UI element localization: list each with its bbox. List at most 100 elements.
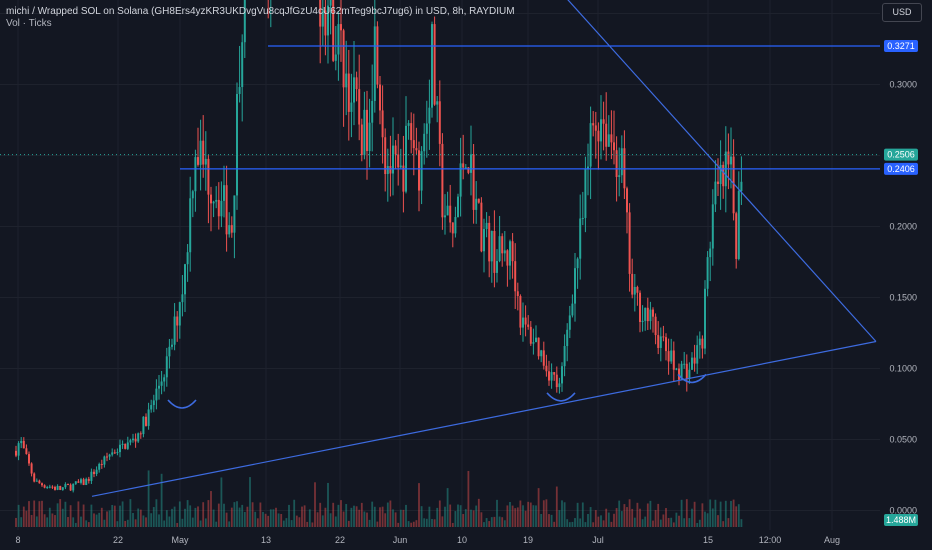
candle-body	[243, 0, 246, 43]
volume-bar	[402, 509, 405, 527]
candle-body	[116, 452, 119, 454]
volume-bar	[184, 508, 186, 527]
candle-body	[548, 371, 550, 381]
volume-bar	[254, 511, 257, 527]
candle-body	[165, 356, 168, 378]
volume-bar	[353, 505, 355, 527]
volume-bar	[423, 518, 426, 527]
candle-body	[202, 140, 205, 165]
volume-bar	[332, 502, 335, 527]
volume-bar	[576, 502, 579, 527]
volume-bar	[535, 505, 537, 527]
volume-bar	[363, 511, 366, 527]
volume-bars	[15, 470, 743, 527]
arc-marker	[167, 399, 197, 409]
candle-body	[82, 479, 85, 485]
price-axis[interactable]: 0.65000.60000.55000.50000.45000.40000.35…	[880, 0, 932, 550]
candle-body	[199, 140, 202, 165]
volume-bar	[415, 520, 418, 527]
candle-body	[688, 369, 691, 379]
candle-body	[210, 194, 212, 204]
volume-bar	[519, 500, 522, 527]
candle-body	[488, 222, 491, 262]
volume-bar	[217, 503, 220, 527]
volume-bar	[735, 506, 738, 527]
candle-body	[54, 486, 56, 490]
volume-bar	[451, 522, 454, 527]
time-tick-label: 12:00	[759, 535, 782, 545]
volume-bar	[93, 513, 95, 527]
candle-body	[678, 368, 680, 380]
volume-bar	[381, 506, 384, 527]
candle-body	[402, 165, 405, 192]
volume-bar	[633, 517, 636, 527]
volume-bar	[392, 509, 394, 527]
candle-body	[345, 73, 348, 88]
time-axis[interactable]: 8 22 May 13 22 Jun 10 19 Jul 15 12:00 Aug	[15, 535, 840, 545]
time-tick-label: Jul	[592, 535, 604, 545]
volume-indicator-label[interactable]: Vol · Ticks	[6, 18, 52, 29]
candle-body	[48, 486, 51, 488]
candle-body	[90, 471, 93, 481]
volume-bar	[22, 506, 25, 527]
volume-bar	[134, 519, 137, 527]
volume-bar	[462, 514, 465, 527]
volume-bar	[727, 518, 730, 527]
volume-bar	[340, 500, 342, 527]
volume-bar	[607, 512, 610, 527]
candle-body	[672, 350, 675, 370]
horizontal-levels[interactable]	[0, 45, 880, 170]
volume-bar	[698, 519, 701, 527]
candle-body	[652, 309, 654, 317]
volume-bar	[337, 504, 340, 527]
candle-body	[340, 24, 342, 31]
volume-bar	[561, 500, 563, 527]
volume-bar	[571, 521, 574, 527]
volume-bar	[724, 500, 727, 527]
volume-bar	[230, 507, 233, 527]
volume-bar	[210, 491, 212, 527]
candle-body	[384, 137, 387, 175]
volume-bar	[225, 512, 228, 527]
candle-body	[613, 142, 615, 151]
volume-bar	[665, 508, 667, 527]
candle-body	[506, 250, 509, 266]
volume-bar	[321, 515, 324, 527]
volume-bar	[35, 516, 38, 527]
candle-body	[30, 463, 33, 474]
volume-bar	[152, 507, 155, 527]
candle-body	[186, 252, 189, 265]
candle-body	[171, 344, 173, 347]
trendlines[interactable]	[91, 0, 877, 497]
volume-bar	[399, 509, 402, 527]
candle-body	[571, 303, 574, 316]
volume-bar	[529, 502, 532, 527]
descending-trendline[interactable]	[296, 0, 877, 342]
volume-bar	[670, 517, 673, 527]
candle-body	[121, 443, 124, 445]
candle-body	[100, 463, 103, 465]
volume-bar	[654, 510, 657, 527]
volume-bar	[589, 507, 592, 527]
candle-body	[633, 286, 636, 295]
candle-body	[636, 286, 639, 293]
candle-body	[579, 218, 582, 259]
volume-bar	[116, 521, 119, 527]
volume-bar	[329, 513, 332, 527]
currency-button[interactable]: USD	[882, 3, 922, 22]
candle-body	[675, 368, 678, 370]
volume-bar	[233, 502, 236, 527]
volume-bar	[358, 509, 361, 527]
volume-bar	[282, 520, 285, 527]
volume-bar	[709, 499, 712, 527]
candle-body	[129, 440, 132, 443]
candle-body	[25, 448, 28, 455]
ascending-trendline[interactable]	[91, 340, 877, 497]
candle-body	[191, 191, 194, 199]
volume-bar	[61, 508, 64, 527]
candle-body	[501, 236, 504, 254]
candle-body	[358, 89, 361, 125]
candle-body	[493, 230, 496, 273]
time-tick-label: Aug	[824, 535, 840, 545]
